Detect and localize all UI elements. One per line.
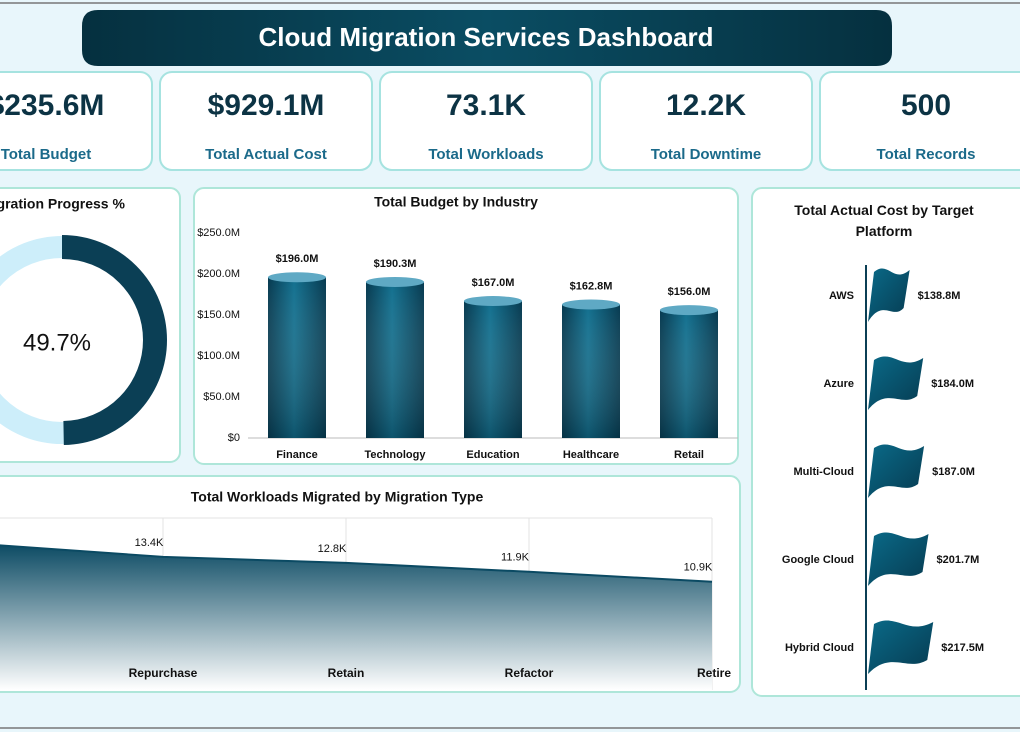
bar-shade bbox=[562, 304, 620, 438]
value-label: 13.4K bbox=[135, 537, 164, 549]
bar-top bbox=[562, 299, 620, 310]
value-label: $167.0M bbox=[472, 277, 515, 289]
category-label: Hybrid Cloud bbox=[785, 642, 854, 654]
x-tick-label: Healthcare bbox=[563, 449, 619, 461]
bar-shade bbox=[268, 277, 326, 438]
x-tick-label: Technology bbox=[365, 449, 427, 461]
flag-bar bbox=[868, 620, 934, 674]
x-tick-label: Retail bbox=[674, 449, 704, 461]
donut-arc bbox=[0, 235, 167, 445]
kpi-card bbox=[819, 71, 1020, 171]
title-banner bbox=[82, 10, 892, 66]
category-label: Google Cloud bbox=[782, 554, 854, 566]
value-label: $201.7M bbox=[937, 554, 980, 566]
title-line: Platform bbox=[856, 223, 913, 239]
flag-bar bbox=[868, 444, 925, 498]
kpi-label: Total Budget bbox=[1, 146, 92, 163]
category-label: AWS bbox=[829, 290, 854, 302]
value-label: 11.9K bbox=[501, 552, 530, 564]
value-label: $162.8M bbox=[570, 280, 613, 292]
donut-label: 49.7% bbox=[23, 329, 91, 356]
category-label: Multi-Cloud bbox=[794, 466, 854, 478]
area-fill bbox=[0, 545, 712, 690]
flag-bar bbox=[868, 532, 929, 586]
chart-title: Total Workloads Migrated by Migration Ty… bbox=[191, 489, 484, 505]
y-tick-label: $100.0M bbox=[197, 350, 240, 362]
kpi-value: $929.1M bbox=[208, 89, 325, 122]
chart-title: Total Budget by Industry bbox=[374, 194, 538, 210]
value-label: $196.0M bbox=[276, 253, 319, 265]
category-label: Azure bbox=[823, 378, 854, 390]
flag-bar bbox=[868, 356, 924, 410]
bar-shade bbox=[366, 281, 424, 438]
kpi-value: 12.2K bbox=[666, 89, 746, 122]
value-label: $190.3M bbox=[374, 258, 417, 270]
x-tick-label: Education bbox=[466, 449, 519, 461]
value-label: 10.9K bbox=[684, 562, 713, 574]
x-tick-label: Refactor bbox=[505, 666, 554, 680]
kpi-label: Total Downtime bbox=[651, 146, 762, 163]
x-tick-label: Repurchase bbox=[129, 666, 198, 680]
bar-top bbox=[366, 276, 424, 287]
bar-top bbox=[268, 272, 326, 283]
kpi-card bbox=[159, 71, 373, 171]
x-tick-label: Retain bbox=[328, 666, 365, 680]
value-label: $138.8M bbox=[918, 290, 961, 302]
y-tick-label: $250.0M bbox=[197, 227, 240, 239]
x-tick-label: Finance bbox=[276, 449, 318, 461]
kpi-card bbox=[0, 71, 153, 171]
kpi-label: Total Actual Cost bbox=[205, 146, 327, 163]
x-tick-label: Retire bbox=[697, 666, 731, 680]
kpi-label: Total Workloads bbox=[428, 146, 543, 163]
kpi-value: 500 bbox=[901, 89, 951, 122]
value-label: $217.5M bbox=[941, 642, 984, 654]
value-label: 12.8K bbox=[318, 543, 347, 555]
kpi-value: $235.6M bbox=[0, 89, 104, 122]
flag-panel bbox=[751, 187, 1020, 697]
y-tick-label: $0 bbox=[228, 432, 240, 444]
chart-title: Total Actual Cost by Target Platform bbox=[794, 202, 974, 239]
value-label: $187.0M bbox=[932, 466, 975, 478]
flag-bar bbox=[868, 268, 910, 322]
value-label: $156.0M bbox=[668, 286, 711, 298]
bar-shade bbox=[660, 310, 718, 438]
title-line: Total Actual Cost by Target bbox=[794, 202, 974, 218]
kpi-label: Total Records bbox=[877, 146, 976, 163]
kpi-value: 73.1K bbox=[446, 89, 526, 122]
area-line bbox=[0, 544, 713, 583]
value-label: $184.0M bbox=[931, 378, 974, 390]
kpi-card bbox=[599, 71, 813, 171]
y-tick-label: $200.0M bbox=[197, 268, 240, 280]
bar-shade bbox=[464, 301, 522, 438]
kpi-card bbox=[379, 71, 593, 171]
bar-top bbox=[660, 305, 718, 316]
dashboard-title: Cloud Migration Services Dashboard bbox=[258, 22, 713, 52]
y-tick-label: $150.0M bbox=[197, 309, 240, 321]
bar-top bbox=[464, 296, 522, 307]
y-tick-label: $50.0M bbox=[203, 391, 240, 403]
chart-title: Migration Progress % bbox=[0, 196, 125, 212]
